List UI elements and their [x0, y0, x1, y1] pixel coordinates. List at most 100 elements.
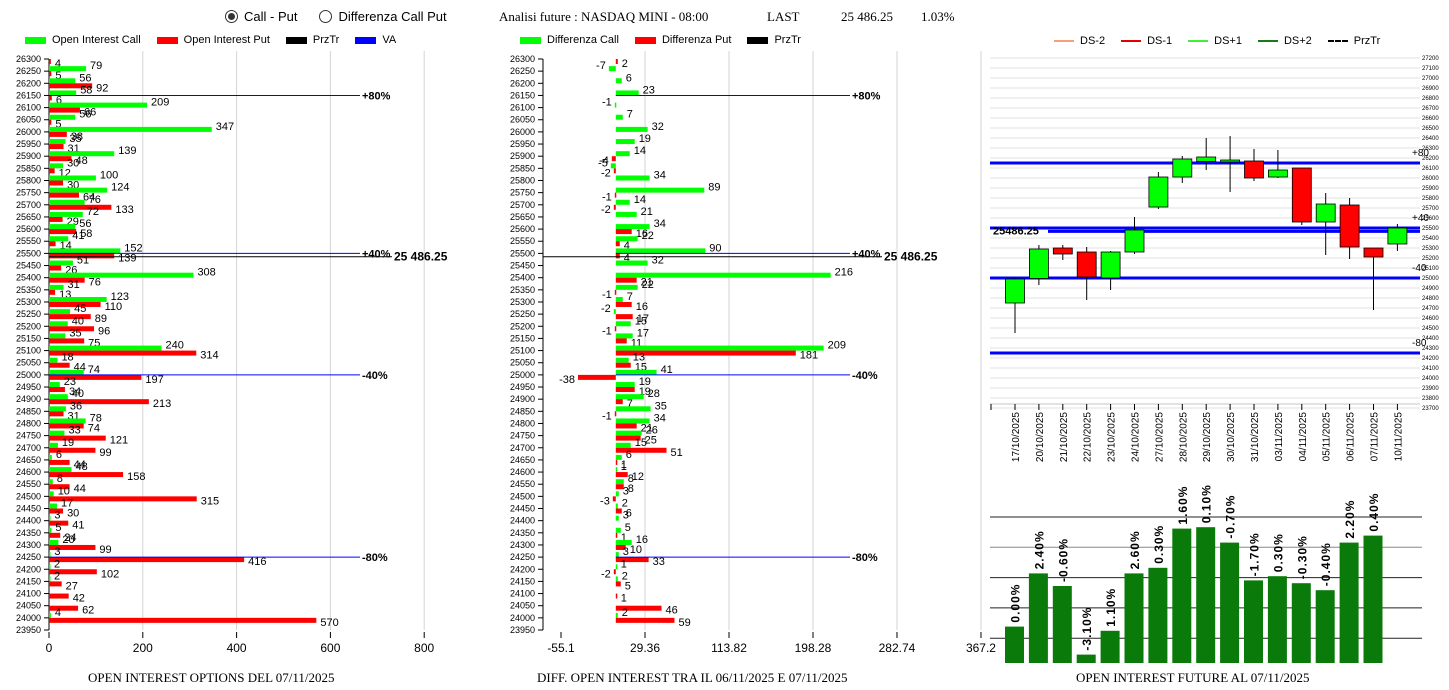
bar-call-label: 6: [56, 449, 62, 461]
bar-future-label: 2.20%: [1343, 500, 1357, 539]
y-tick-label: 26300: [16, 54, 41, 64]
bar-call: [49, 224, 76, 230]
bar-put-label: 48: [76, 155, 88, 167]
reference-label: -80%: [852, 552, 878, 564]
candle-up: [1172, 158, 1193, 178]
radio-indicator[interactable]: [319, 10, 333, 23]
reference-label: +40%: [362, 248, 391, 260]
bar-put: [49, 459, 70, 465]
y-tick-label: 24000: [16, 613, 41, 623]
x-tick-label: -55.1: [547, 641, 575, 655]
legend-line-przTr: [1327, 40, 1348, 42]
legend-item: PrzTr: [747, 34, 801, 46]
bar-put-label: -4: [599, 155, 609, 167]
candle-up: [1124, 229, 1145, 253]
x-tick-label: 23/10/2025: [1107, 412, 1118, 462]
candle-up: [1220, 159, 1240, 163]
bar-future: [1124, 573, 1144, 663]
candle-up: [1029, 248, 1049, 279]
y-tick-label: 24700: [16, 443, 41, 453]
bar-call: [49, 175, 96, 181]
bar-call: [49, 564, 51, 570]
bar-call-label: 139: [118, 145, 136, 157]
bar-put-label: 133: [115, 204, 133, 216]
bar-put-label: -1: [602, 410, 612, 422]
bar-call-label: 74: [88, 364, 100, 376]
bar-call: [615, 394, 644, 400]
bar-put-label: 6: [56, 94, 62, 106]
y-tick-label: 25300: [510, 297, 535, 307]
radio-label: Differenza Call Put: [338, 9, 447, 24]
y-tick-label: 25800: [1422, 196, 1439, 202]
bar-call: [49, 515, 51, 521]
candle-up: [1148, 176, 1169, 208]
legend-label: Open Interest Call: [52, 34, 141, 46]
y-tick-label: 24500: [1422, 326, 1439, 332]
bar-put: [615, 399, 623, 405]
bar-call: [49, 199, 85, 205]
y-tick-label: 25700: [16, 200, 41, 210]
bar-call: [49, 260, 73, 266]
y-tick-label: 25250: [16, 309, 41, 319]
legend-label: VA: [382, 34, 397, 46]
bar-put-label: -1: [602, 192, 612, 204]
bar-call: [49, 479, 53, 485]
legend-line-ds-minus2: [1054, 40, 1074, 42]
bar-call-label: 41: [661, 364, 673, 376]
bar-put: [49, 447, 96, 453]
bar-call-label: 308: [197, 267, 215, 279]
bar-call-label: 35: [69, 327, 81, 339]
bar-put: [615, 387, 635, 393]
bar-call-label: 33: [68, 425, 80, 437]
bar-put-label: 110: [105, 301, 123, 313]
chart-oi-future: 0.00% 2.40% -0.60% -3.10% 1.10% 2.60% 0.30% 1.6…: [990, 484, 1422, 663]
x-tick-label: 282.74: [879, 641, 916, 655]
bar-put: [615, 508, 622, 514]
y-tick-label: 26900: [1422, 86, 1439, 92]
radio-call-put[interactable]: Call - Put: [225, 9, 297, 24]
bar-put: [613, 204, 616, 210]
y-tick-label: 24250: [510, 552, 535, 562]
y-tick-label: 25050: [510, 358, 535, 368]
y-tick-label: 24650: [510, 455, 535, 465]
bar-put: [615, 593, 618, 599]
bar-put: [49, 411, 64, 417]
bar-put: [49, 277, 85, 283]
x-tick-label: 0: [46, 641, 53, 655]
bar-put-label: 41: [72, 520, 84, 532]
bar-call-label: 56: [79, 218, 91, 230]
bar-call-label: 14: [634, 194, 646, 206]
bar-call: [615, 284, 638, 290]
bar-call: [615, 272, 831, 278]
bar-call: [615, 175, 650, 181]
y-tick-label: 25700: [1422, 206, 1439, 212]
y-tick-label: 26100: [1422, 166, 1439, 172]
y-tick-label: 24200: [510, 564, 535, 574]
bar-call: [615, 139, 635, 145]
bar-future: [1339, 542, 1359, 663]
bar-put: [49, 229, 77, 235]
bar-put: [615, 472, 628, 478]
bar-call: [49, 114, 76, 120]
bar-put: [615, 617, 675, 623]
y-tick-label: 27100: [1422, 66, 1439, 72]
legend-item: DS+2: [1257, 35, 1312, 47]
bar-call-label: 22: [642, 230, 654, 242]
y-tick-label: 24950: [16, 382, 41, 392]
reference-label: -80%: [362, 552, 388, 564]
x-tick-label: 113.82: [711, 641, 747, 655]
y-tick-label: 24600: [510, 467, 535, 477]
bar-call: [615, 576, 618, 582]
y-tick-label: 24050: [16, 601, 41, 611]
radio-indicator-selected[interactable]: [225, 10, 238, 23]
bar-call-label: 100: [100, 169, 118, 181]
bar-put: [615, 338, 627, 344]
radio-differenza-call-put[interactable]: Differenza Call Put: [319, 9, 447, 24]
bar-put: [615, 557, 649, 563]
bar-future: [1267, 576, 1287, 663]
bar-call-label: 36: [70, 400, 82, 412]
y-tick-label: 24350: [510, 528, 535, 538]
bar-call-label: 23: [643, 84, 655, 96]
y-tick-label: 24150: [16, 576, 41, 586]
y-tick-label: 23900: [1422, 386, 1439, 392]
